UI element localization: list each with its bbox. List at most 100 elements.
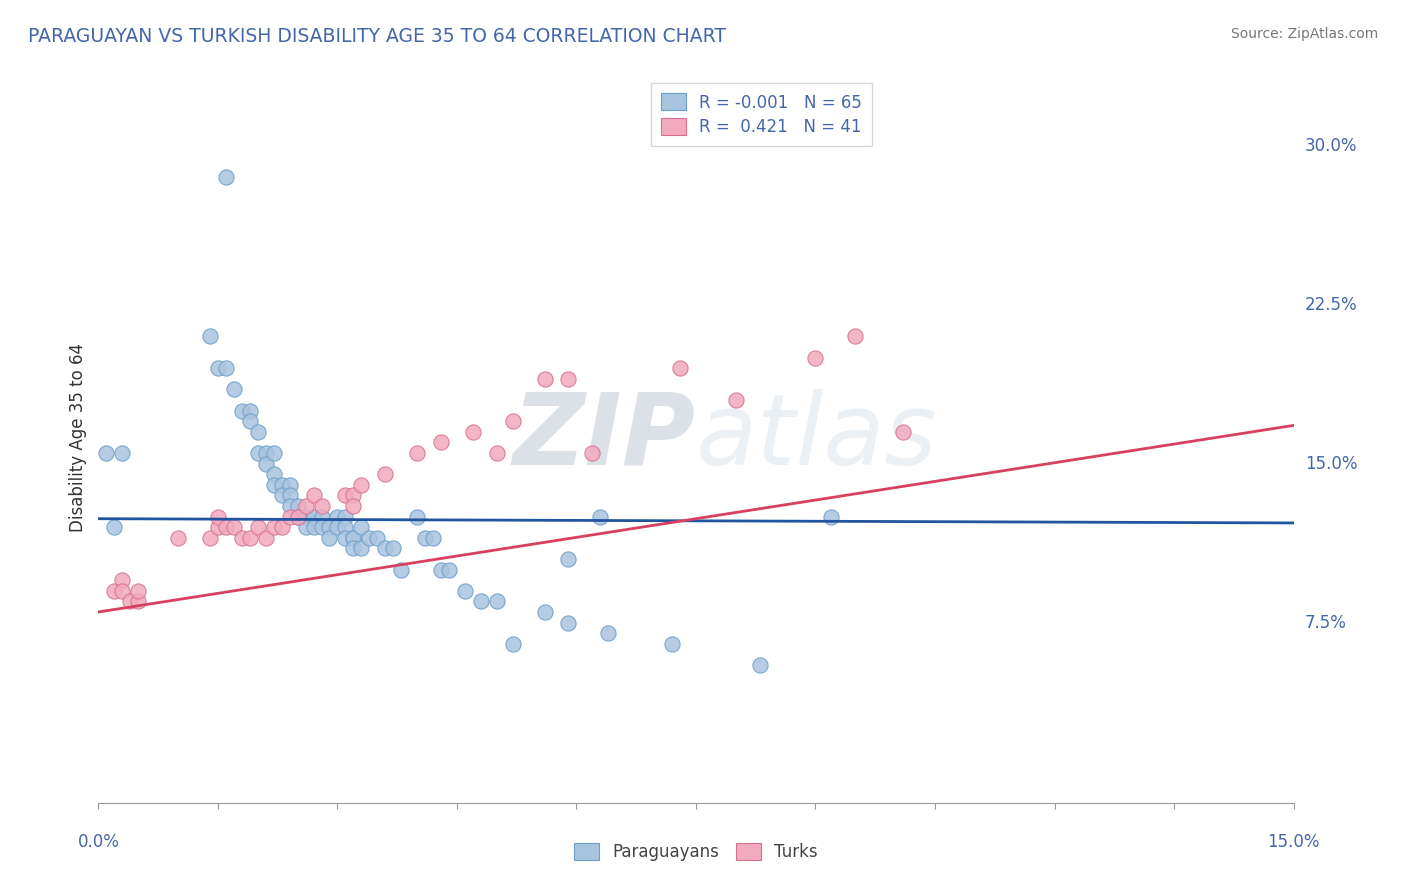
- Point: [485, 594, 508, 608]
- Point: [198, 329, 221, 343]
- Point: [406, 446, 429, 460]
- Point: [239, 414, 262, 428]
- Point: [311, 520, 333, 534]
- Point: [454, 583, 477, 598]
- Point: [278, 488, 301, 502]
- Point: [422, 531, 444, 545]
- Point: [111, 446, 134, 460]
- Point: [335, 531, 357, 545]
- Y-axis label: Disability Age 35 to 64: Disability Age 35 to 64: [69, 343, 87, 532]
- Point: [278, 499, 301, 513]
- Point: [820, 509, 842, 524]
- Point: [254, 446, 277, 460]
- Point: [533, 605, 555, 619]
- Point: [557, 552, 579, 566]
- Point: [335, 520, 357, 534]
- Text: PARAGUAYAN VS TURKISH DISABILITY AGE 35 TO 64 CORRELATION CHART: PARAGUAYAN VS TURKISH DISABILITY AGE 35 …: [28, 27, 725, 45]
- Point: [215, 361, 238, 376]
- Text: 22.5%: 22.5%: [1305, 295, 1357, 314]
- Point: [661, 637, 683, 651]
- Point: [485, 446, 508, 460]
- Point: [461, 425, 484, 439]
- Point: [804, 351, 827, 365]
- Point: [263, 520, 285, 534]
- Text: 15.0%: 15.0%: [1267, 833, 1320, 851]
- Legend: R = -0.001   N = 65, R =  0.421   N = 41: R = -0.001 N = 65, R = 0.421 N = 41: [651, 83, 872, 146]
- Point: [127, 583, 149, 598]
- Point: [287, 499, 309, 513]
- Point: [270, 488, 292, 502]
- Point: [231, 403, 253, 417]
- Point: [335, 488, 357, 502]
- Point: [342, 499, 364, 513]
- Point: [103, 583, 125, 598]
- Point: [263, 446, 285, 460]
- Point: [287, 509, 309, 524]
- Point: [724, 392, 747, 407]
- Point: [557, 615, 579, 630]
- Point: [359, 531, 381, 545]
- Point: [207, 509, 229, 524]
- Point: [844, 329, 866, 343]
- Point: [287, 509, 309, 524]
- Point: [589, 509, 612, 524]
- Point: [246, 520, 269, 534]
- Point: [263, 467, 285, 482]
- Point: [311, 499, 333, 513]
- Point: [342, 531, 364, 545]
- Point: [437, 563, 460, 577]
- Point: [207, 361, 229, 376]
- Point: [96, 446, 118, 460]
- Point: [270, 520, 292, 534]
- Point: [533, 372, 555, 386]
- Point: [302, 520, 325, 534]
- Point: [891, 425, 914, 439]
- Point: [311, 509, 333, 524]
- Point: [270, 477, 292, 491]
- Point: [318, 520, 340, 534]
- Point: [366, 531, 388, 545]
- Text: 30.0%: 30.0%: [1305, 136, 1357, 154]
- Point: [581, 446, 603, 460]
- Point: [413, 531, 436, 545]
- Text: Source: ZipAtlas.com: Source: ZipAtlas.com: [1230, 27, 1378, 41]
- Point: [294, 509, 316, 524]
- Point: [246, 425, 269, 439]
- Point: [342, 488, 364, 502]
- Point: [430, 435, 453, 450]
- Point: [318, 531, 340, 545]
- Point: [111, 573, 134, 587]
- Point: [326, 509, 349, 524]
- Point: [342, 541, 364, 556]
- Point: [263, 477, 285, 491]
- Point: [350, 541, 373, 556]
- Point: [335, 509, 357, 524]
- Point: [302, 488, 325, 502]
- Text: 15.0%: 15.0%: [1305, 455, 1357, 473]
- Point: [127, 594, 149, 608]
- Point: [254, 531, 277, 545]
- Point: [120, 594, 142, 608]
- Point: [278, 509, 301, 524]
- Point: [215, 170, 238, 185]
- Point: [239, 531, 262, 545]
- Text: 7.5%: 7.5%: [1305, 614, 1347, 632]
- Point: [231, 531, 253, 545]
- Point: [350, 477, 373, 491]
- Point: [207, 520, 229, 534]
- Point: [389, 563, 412, 577]
- Point: [254, 457, 277, 471]
- Point: [111, 583, 134, 598]
- Text: atlas: atlas: [696, 389, 938, 485]
- Point: [430, 563, 453, 577]
- Point: [198, 531, 221, 545]
- Point: [382, 541, 405, 556]
- Point: [748, 658, 770, 673]
- Point: [502, 637, 524, 651]
- Point: [350, 520, 373, 534]
- Point: [374, 541, 396, 556]
- Point: [294, 520, 316, 534]
- Point: [103, 520, 125, 534]
- Point: [239, 403, 262, 417]
- Point: [598, 626, 620, 640]
